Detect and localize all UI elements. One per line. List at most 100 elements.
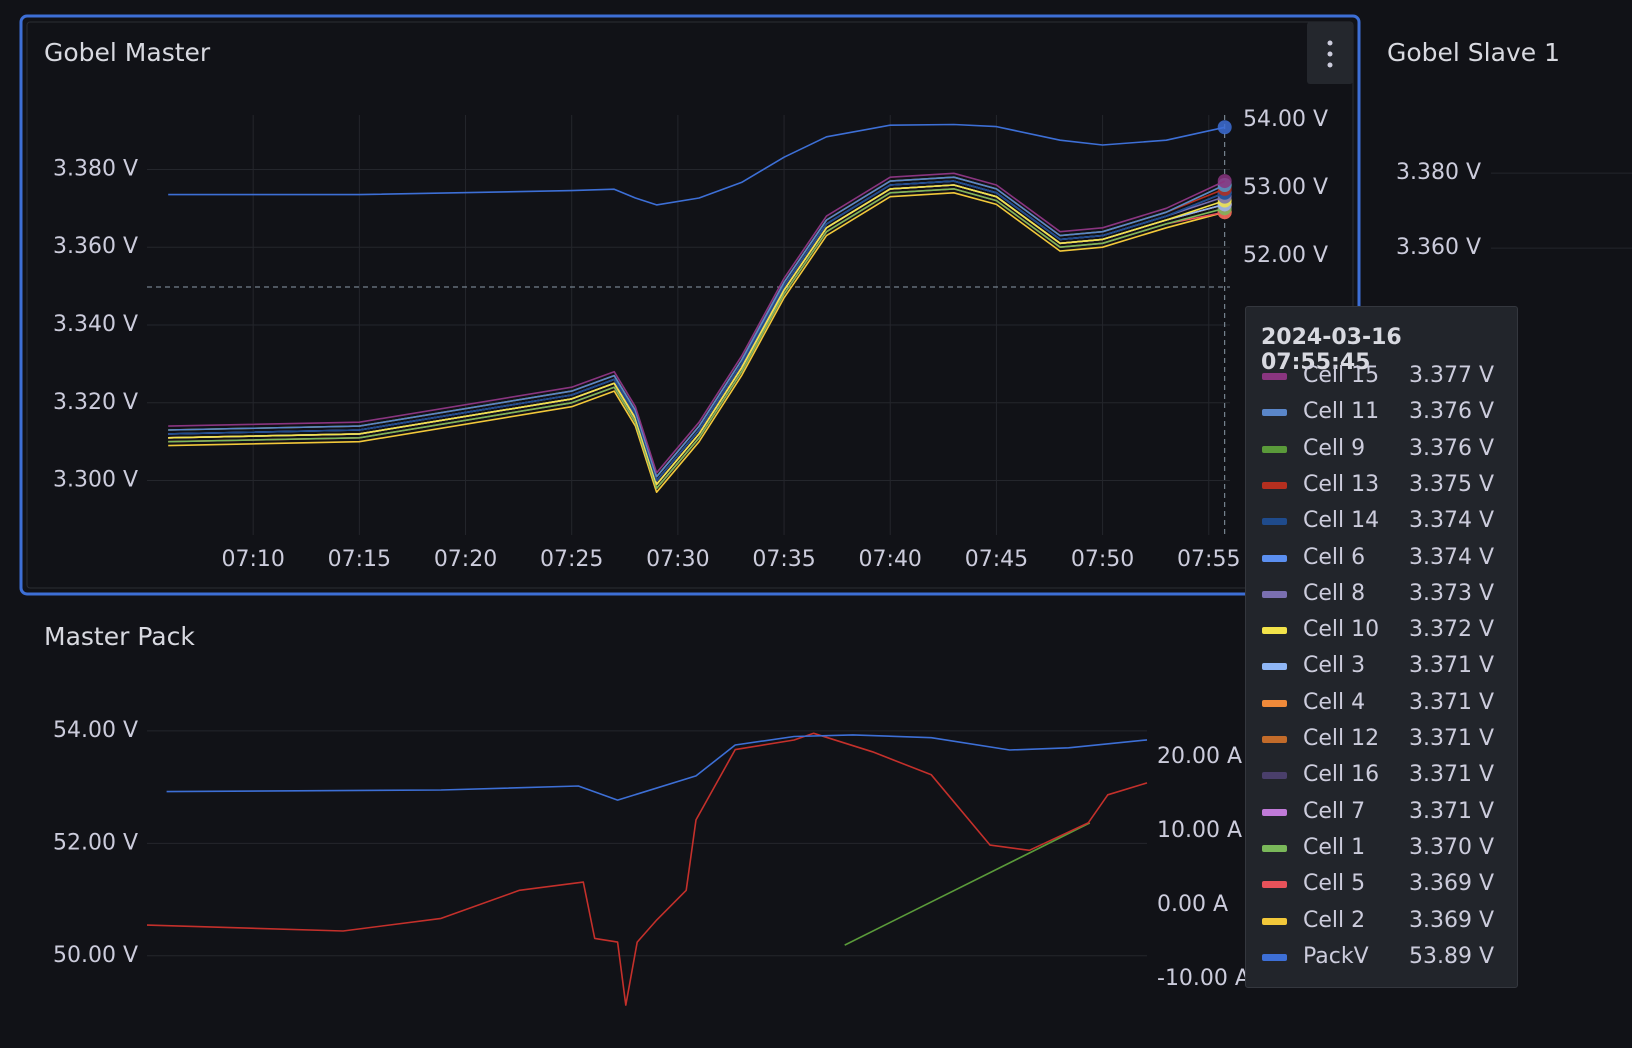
y2-tick-label: 53.00 V bbox=[1243, 175, 1328, 200]
tooltip-row: Cell 16 3.371 V bbox=[1262, 760, 1494, 790]
legend-swatch bbox=[1262, 627, 1287, 635]
series-value: 3.373 V bbox=[1408, 580, 1494, 606]
series-value: 3.376 V bbox=[1408, 435, 1494, 461]
series-line bbox=[844, 822, 1091, 946]
tooltip-row: Cell 11 3.376 V bbox=[1262, 397, 1494, 427]
tooltip-row: Cell 5 3.369 V bbox=[1262, 869, 1494, 899]
tooltip-row: Cell 15 3.377 V bbox=[1262, 361, 1494, 391]
tooltip-row: Cell 1 3.370 V bbox=[1262, 833, 1494, 863]
y2-tick-label: 20.00 A bbox=[1157, 744, 1242, 769]
panel-frame[interactable] bbox=[19, 14, 1361, 596]
series-value: 3.372 V bbox=[1408, 617, 1494, 643]
legend-swatch bbox=[1262, 590, 1287, 598]
y-tick-label: 3.360 V bbox=[1396, 235, 1481, 260]
legend-swatch bbox=[1262, 917, 1287, 925]
series-name: Cell 8 bbox=[1303, 580, 1366, 606]
plots: 3.300 V 3.320 V 3.340 V 3.360 V 3.380 V 52.00… bbox=[53, 107, 1632, 1006]
legend-swatch bbox=[1262, 445, 1287, 453]
series-line bbox=[168, 184, 1225, 486]
series-value: 3.369 V bbox=[1408, 871, 1494, 897]
legend-swatch bbox=[1262, 772, 1287, 780]
series-name: Cell 1 bbox=[1303, 834, 1366, 860]
panel-inner bbox=[26, 21, 1354, 589]
legend-swatch bbox=[1262, 373, 1287, 380]
series-value: 3.371 V bbox=[1408, 726, 1494, 751]
tooltip-title: 2024-03-16 07:55:45 bbox=[1261, 325, 1402, 375]
legend-swatch bbox=[1262, 736, 1287, 743]
series-line bbox=[146, 732, 1148, 1006]
series-name: Cell 5 bbox=[1303, 871, 1366, 897]
x-tick-label: 07:20 bbox=[434, 547, 497, 572]
series-value: 3.375 V bbox=[1408, 471, 1494, 497]
tooltip-row: Cell 13 3.375 V bbox=[1262, 470, 1494, 500]
x-tick-label: 07:50 bbox=[1071, 547, 1134, 572]
tooltip-row: Cell 2 3.369 V bbox=[1262, 906, 1494, 936]
series-name: Cell 11 bbox=[1303, 399, 1380, 425]
tooltip-row: Cell 3 3.371 V bbox=[1262, 651, 1494, 681]
x-tick-label: 07:10 bbox=[221, 547, 284, 572]
y2-tick-label: 52.00 V bbox=[1243, 243, 1328, 268]
legend-swatch bbox=[1262, 481, 1287, 489]
series-name: Cell 16 bbox=[1303, 762, 1380, 788]
series-line bbox=[168, 172, 1226, 474]
series-value: 3.369 V bbox=[1408, 907, 1494, 933]
tooltip-row: Cell 4 3.371 V bbox=[1262, 688, 1494, 718]
series-name: Cell 14 bbox=[1303, 508, 1380, 534]
tooltip: 2024-03-16 07:55:45 Cell 15 3.377 V Cell 1… bbox=[1245, 306, 1518, 988]
legend-swatch bbox=[1262, 881, 1287, 889]
menu-dot bbox=[1327, 62, 1333, 68]
menu-dot bbox=[1327, 40, 1333, 46]
y-tick-label: 3.320 V bbox=[53, 390, 138, 415]
x-tick-label: 07:35 bbox=[752, 547, 815, 572]
y-tick-label: 3.360 V bbox=[53, 234, 138, 259]
y-tick-label: 52.00 V bbox=[53, 830, 138, 855]
y-tick-label: 3.340 V bbox=[53, 312, 138, 337]
series-value: 3.371 V bbox=[1408, 798, 1494, 824]
menu-dot bbox=[1327, 51, 1333, 57]
x-tick-label: 07:25 bbox=[540, 547, 603, 572]
legend-swatch bbox=[1262, 953, 1287, 961]
series-name: Cell 12 bbox=[1303, 726, 1380, 751]
legend-swatch bbox=[1262, 808, 1287, 816]
hover-point bbox=[1217, 120, 1232, 135]
legend-swatch bbox=[1262, 663, 1287, 671]
series-value: 3.371 V bbox=[1408, 653, 1494, 679]
series-name: Cell 2 bbox=[1303, 907, 1366, 933]
legend-swatch bbox=[1262, 409, 1287, 417]
tooltip-row: Cell 6 3.374 V bbox=[1262, 543, 1494, 573]
series-name: Cell 13 bbox=[1303, 471, 1380, 497]
y-tick-label: 50.00 V bbox=[53, 943, 138, 968]
series-value: 3.377 V bbox=[1408, 363, 1494, 388]
y-tick-label: 3.380 V bbox=[1396, 160, 1481, 185]
panel-title: Gobel Slave 1 bbox=[1387, 38, 1560, 67]
y-tick-label: 3.380 V bbox=[53, 156, 138, 181]
series-name: Cell 7 bbox=[1303, 798, 1366, 824]
series-line bbox=[168, 188, 1225, 490]
series-name: PackV bbox=[1303, 943, 1369, 969]
y2-tick-label: 10.00 A bbox=[1157, 818, 1242, 843]
x-tick-label: 07:55 bbox=[1177, 547, 1240, 572]
legend-swatch bbox=[1262, 518, 1287, 526]
x-tick-label: 07:45 bbox=[965, 547, 1028, 572]
legend-swatch bbox=[1262, 554, 1287, 562]
series-line bbox=[166, 734, 1148, 801]
series-value: 3.370 V bbox=[1408, 834, 1494, 860]
series-value: 3.376 V bbox=[1408, 399, 1494, 425]
series-value: 3.374 V bbox=[1408, 544, 1494, 570]
series-value: 53.89 V bbox=[1408, 943, 1494, 969]
legend-swatch bbox=[1262, 844, 1287, 852]
series-line bbox=[168, 176, 1226, 478]
hover-point bbox=[1217, 174, 1232, 189]
tooltip-row: Cell 14 3.374 V bbox=[1262, 506, 1494, 536]
series-name: Cell 4 bbox=[1303, 689, 1366, 715]
x-tick-label: 07:30 bbox=[646, 547, 709, 572]
series-line bbox=[168, 123, 1225, 206]
series-line bbox=[168, 180, 1225, 482]
series-name: Cell 3 bbox=[1303, 653, 1366, 679]
series-name: Cell 9 bbox=[1303, 435, 1366, 461]
series-name: Cell 6 bbox=[1303, 544, 1366, 570]
series-name: Cell 10 bbox=[1303, 617, 1380, 643]
series-value: 3.374 V bbox=[1408, 508, 1494, 534]
tooltip-row: Cell 12 3.371 V bbox=[1262, 724, 1494, 754]
